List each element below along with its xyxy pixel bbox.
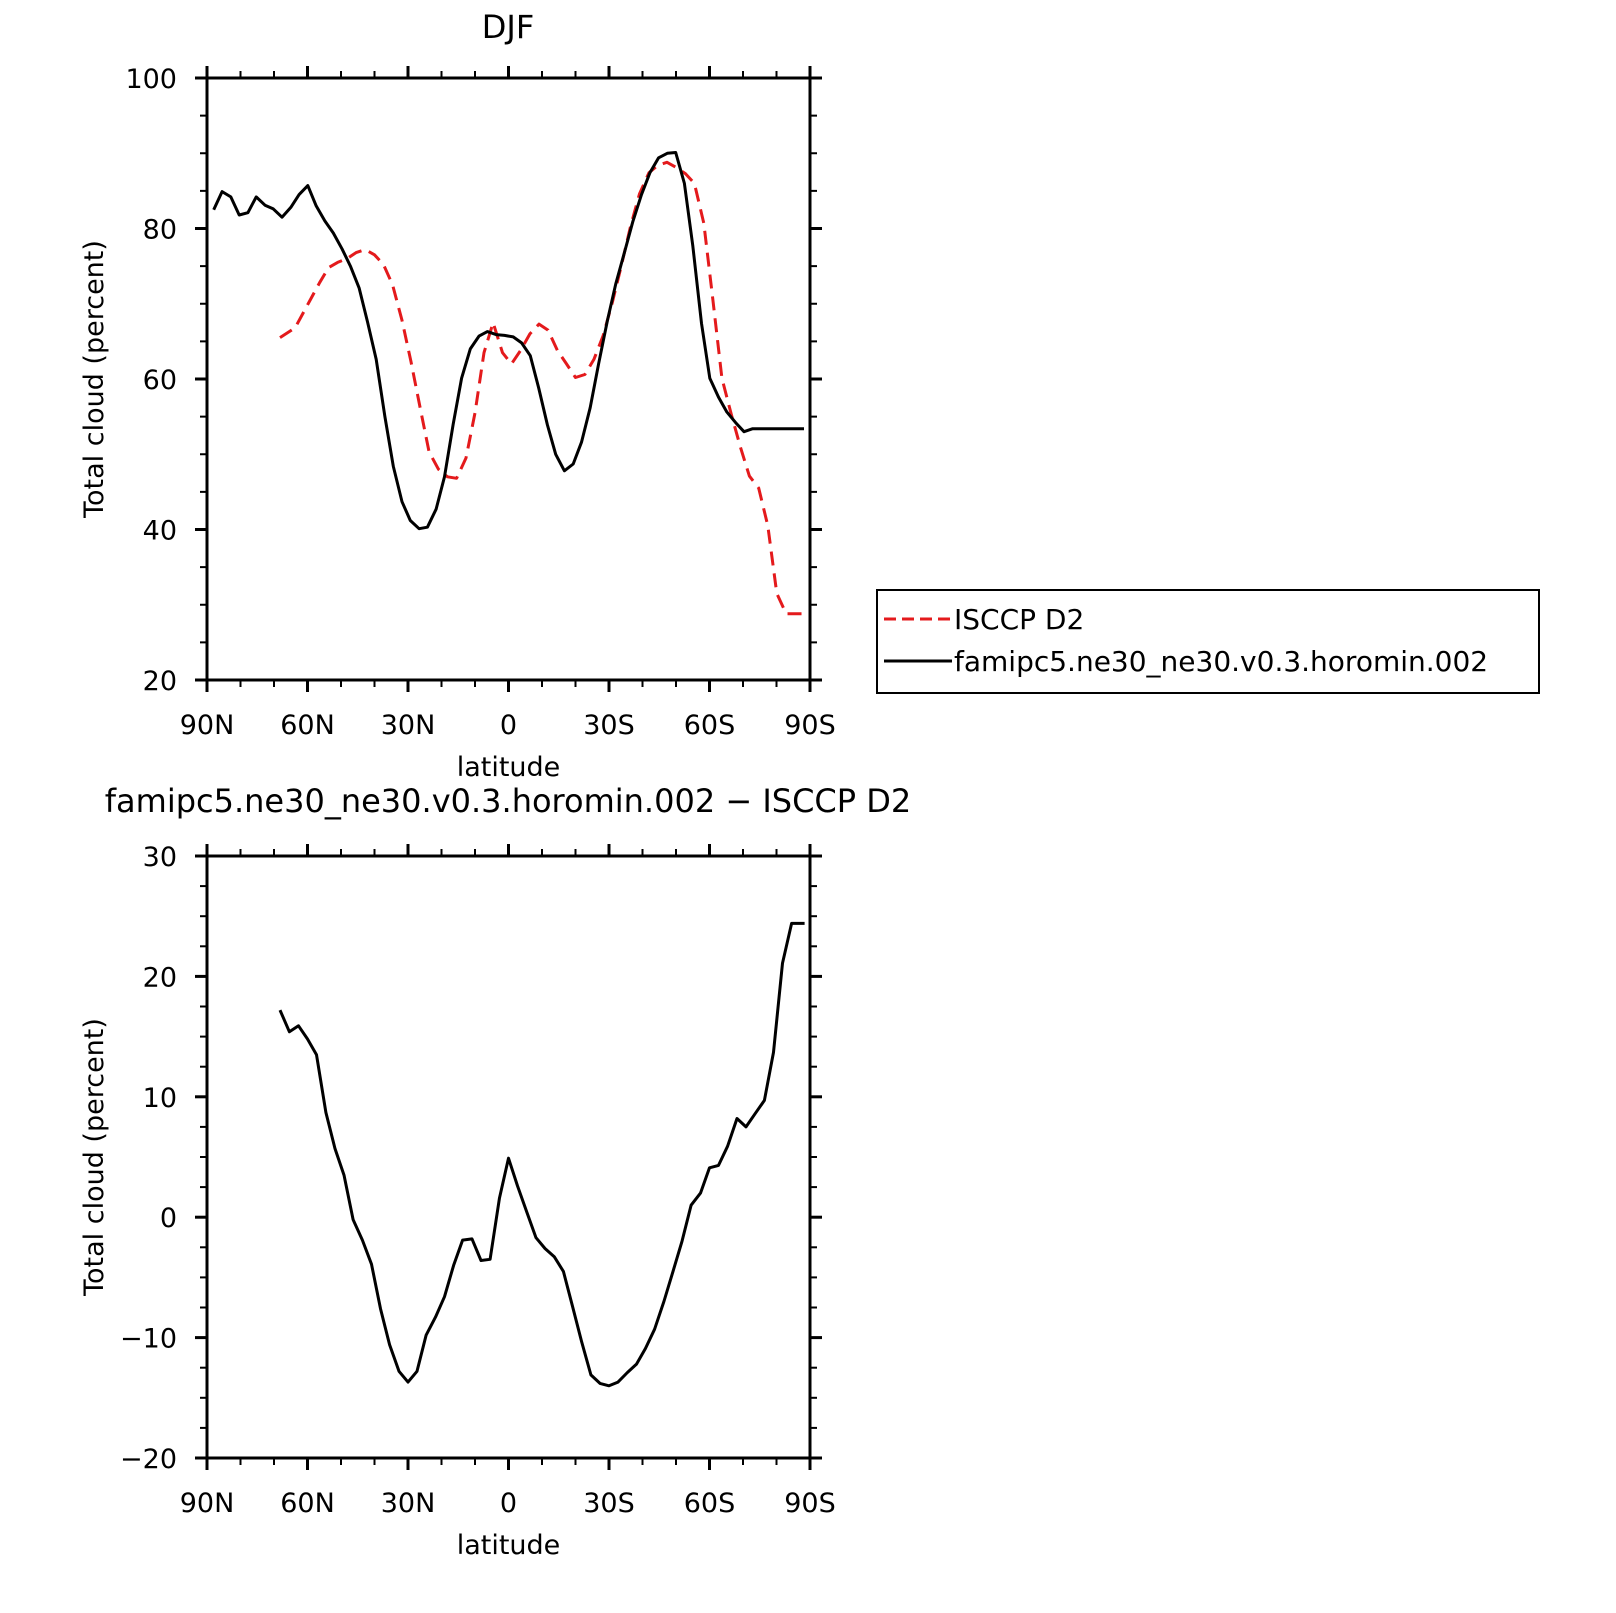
- legend: ISCCP D2 famipc5.ne30_ne30.v0.3.horomin.0…: [876, 589, 1540, 694]
- y-axis-label: Total cloud (percent): [79, 240, 110, 519]
- x-tick-label: 30N: [381, 1488, 436, 1519]
- x-tick-label: 90S: [784, 710, 836, 741]
- x-tick-label: 30S: [583, 710, 635, 741]
- x-tick-label: 0: [500, 1488, 517, 1519]
- y-tick-label: 20: [143, 666, 177, 697]
- chart-1: DJF 90N 60N 30N 0 30S 60S 90S 20 40 60 80 100 latitud…: [79, 8, 1540, 783]
- y-tick-label: 10: [143, 1083, 177, 1114]
- x-tick-label: 30S: [583, 1488, 635, 1519]
- x-tick-label: 90N: [180, 710, 235, 741]
- x-tick-label: 60S: [684, 710, 736, 741]
- x-axis-label: latitude: [457, 1530, 561, 1561]
- legend-box: [876, 589, 1540, 694]
- y-tick-label: 60: [143, 365, 177, 396]
- x-axis-label: latitude: [457, 752, 561, 783]
- y-tick-label: 20: [143, 962, 177, 993]
- x-tick-label: 60N: [280, 710, 335, 741]
- y-tick-label: −20: [120, 1444, 177, 1475]
- chart-title: famipc5.ne30_ne30.v0.3.horomin.002 − ISC…: [105, 782, 911, 820]
- x-tick-label: 0: [500, 710, 517, 741]
- legend-label-1: ISCCP D2: [954, 603, 1084, 636]
- x-tick-label: 60N: [280, 1488, 335, 1519]
- x-tick-label: 60S: [684, 1488, 736, 1519]
- y-tick-label: 0: [160, 1203, 177, 1234]
- series-line-2: [212, 151, 804, 531]
- x-tick-label: 30N: [381, 710, 436, 741]
- series-line-1: [278, 921, 805, 1388]
- series-line-1: [279, 160, 805, 616]
- plot-frame: [205, 76, 812, 682]
- chart-title: DJF: [482, 8, 534, 46]
- x-tick-label: 90S: [784, 1488, 836, 1519]
- y-tick-label: 30: [143, 842, 177, 873]
- chart-2: famipc5.ne30_ne30.v0.3.horomin.002 − ISC…: [79, 782, 911, 1561]
- legend-label-2: famipc5.ne30_ne30.v0.3.horomin.002: [954, 645, 1488, 678]
- y-tick-label: 80: [143, 215, 177, 246]
- y-axis-label: Total cloud (percent): [79, 1018, 110, 1297]
- y-tick-label: 40: [143, 516, 177, 547]
- y-tick-label: 100: [125, 64, 177, 95]
- x-tick-label: 90N: [180, 1488, 235, 1519]
- y-tick-label: −10: [120, 1324, 177, 1355]
